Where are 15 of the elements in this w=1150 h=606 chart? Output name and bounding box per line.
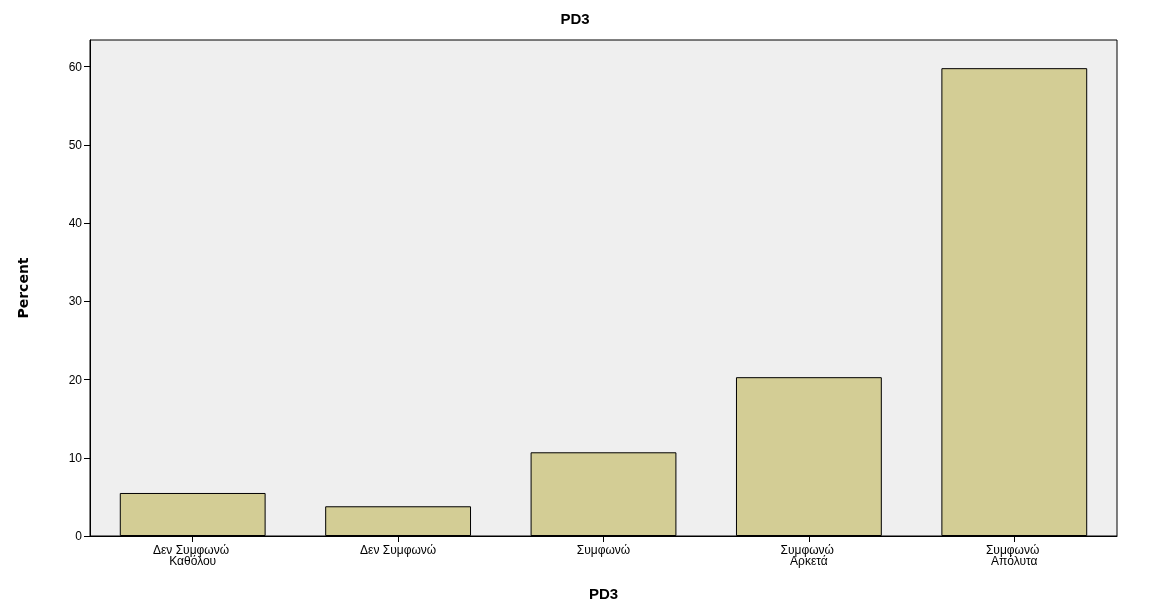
- x-tick-label: Δεν Συμφωνώ Καθόλου: [152, 542, 233, 568]
- x-tick-label: Συμφωνώ Αρκετά: [780, 542, 838, 568]
- y-tick-label: 30: [68, 294, 83, 309]
- y-tick-label: 60: [68, 59, 83, 74]
- y-tick-label: 40: [68, 216, 83, 231]
- x-tick-label: Δεν Συμφωνώ: [360, 542, 437, 557]
- y-tick-label: 20: [68, 372, 83, 387]
- x-axis-title: PD3: [588, 585, 619, 602]
- chart-title: PD3: [560, 10, 590, 27]
- y-tick-label: 10: [68, 450, 83, 465]
- x-tick-label: Συμφωνώ Απόλυτα: [985, 542, 1043, 568]
- y-axis-title: Percent: [15, 257, 31, 319]
- y-tick-label: 50: [68, 137, 83, 152]
- y-tick-label: 0: [75, 529, 83, 543]
- x-tick-label: Συμφωνώ: [576, 542, 631, 557]
